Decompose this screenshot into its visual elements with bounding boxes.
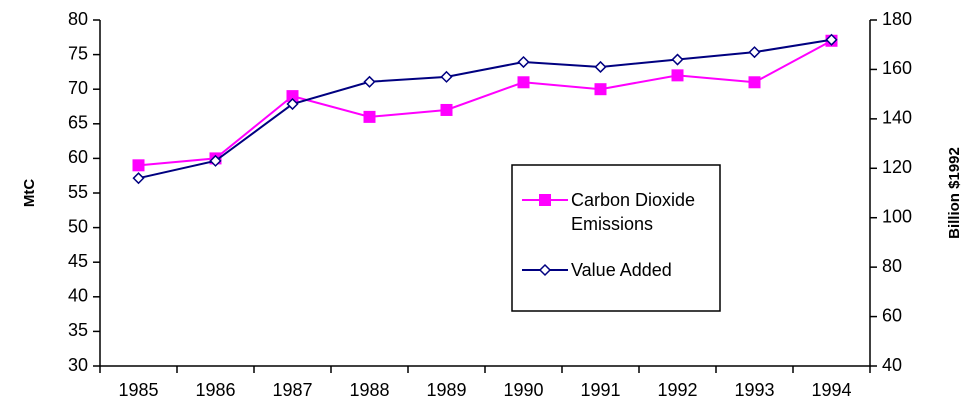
y-tick-label: 65 — [68, 113, 88, 133]
marker — [539, 194, 551, 206]
y-tick-label: 45 — [68, 251, 88, 271]
y-tick-label: 50 — [68, 216, 88, 236]
y-tick-label: 40 — [68, 286, 88, 306]
marker — [594, 60, 607, 74]
marker — [517, 55, 530, 69]
marker — [594, 83, 607, 96]
marker — [748, 46, 761, 59]
y-axis-title: MtC — [21, 179, 38, 207]
y2-tick-label: 100 — [882, 206, 912, 226]
x-tick-label: 1987 — [272, 380, 312, 400]
x-tick-label: 1992 — [657, 380, 697, 400]
legend-label: Carbon Dioxide Emissions — [571, 190, 696, 234]
marker — [517, 76, 530, 89]
y2-tick-label: 40 — [882, 355, 902, 375]
x-tick-label: 1988 — [349, 380, 389, 400]
y2-axis-title: Billion $1992 — [946, 147, 963, 239]
x-tick-label: 1991 — [580, 380, 620, 400]
marker — [363, 110, 376, 123]
y-tick-label: 35 — [68, 320, 88, 340]
x-tick-label: 1989 — [426, 380, 466, 400]
marker — [825, 33, 838, 46]
x-tick-label: 1993 — [734, 380, 774, 400]
x-tick-label: 1986 — [195, 380, 235, 400]
y2-tick-label: 80 — [882, 256, 902, 276]
x-tick-label: 1985 — [118, 380, 158, 400]
marker — [671, 53, 684, 66]
marker — [286, 90, 299, 103]
marker — [286, 97, 299, 111]
y-tick-label: 30 — [68, 355, 88, 375]
series-line — [138, 38, 832, 180]
marker — [440, 70, 453, 83]
marker — [440, 103, 453, 116]
y-tick-label: 75 — [68, 43, 88, 63]
marker — [671, 69, 684, 82]
marker — [363, 75, 376, 88]
marker — [132, 172, 145, 185]
y-tick-label: 60 — [68, 147, 88, 167]
y2-tick-label: 180 — [882, 9, 912, 29]
marker — [132, 159, 145, 172]
marker — [538, 263, 552, 277]
marker — [209, 154, 222, 167]
marker — [748, 76, 761, 89]
y2-tick-label: 120 — [882, 157, 912, 177]
series-line — [138, 39, 832, 167]
legend-box — [511, 164, 721, 312]
y2-tick-label: 160 — [882, 58, 912, 78]
y2-tick-label: 140 — [882, 108, 912, 128]
y-tick-label: 80 — [68, 9, 88, 29]
y2-tick-label: 60 — [882, 305, 902, 325]
x-tick-label: 1990 — [503, 380, 543, 400]
x-tick-label: 1994 — [811, 380, 851, 400]
y-tick-label: 70 — [68, 78, 88, 98]
legend-label: Value Added — [571, 260, 672, 280]
y-tick-label: 55 — [68, 182, 88, 202]
